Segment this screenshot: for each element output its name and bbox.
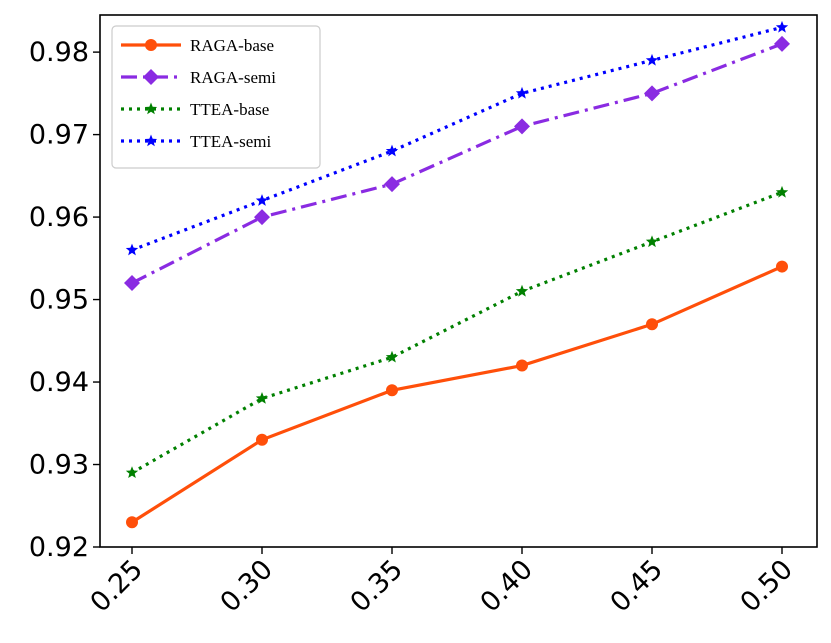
series-line-raga-base: [131, 265, 783, 524]
data-point-raga-base: [126, 516, 138, 529]
legend: RAGA-base RAGA-semi TTEA-base TTEA-semi: [111, 25, 321, 169]
data-point-ttea-base: [255, 392, 269, 404]
legend-box: [111, 25, 321, 169]
series-ttea-semi: [125, 20, 789, 256]
data-point-raga-semi: [124, 275, 140, 292]
data-point-raga-base: [776, 260, 788, 273]
legend-label: TTEA-semi: [190, 132, 271, 151]
y-tick-label: 0.97: [29, 120, 89, 151]
legend-label: RAGA-semi: [190, 68, 276, 87]
data-point-ttea-semi: [125, 243, 139, 256]
data-point-ttea-base: [385, 350, 399, 363]
y-tick-label: 0.96: [29, 202, 89, 233]
data-point-raga-base: [386, 384, 398, 397]
y-tick-label: 0.94: [29, 367, 89, 398]
data-point-ttea-semi: [775, 20, 789, 33]
data-point-ttea-base: [645, 235, 659, 248]
series-line-ttea-base: [131, 190, 783, 475]
y-tick-label: 0.92: [29, 532, 89, 563]
legend-marker: [144, 134, 158, 147]
series-raga-semi: [124, 35, 790, 292]
data-point-ttea-semi: [255, 194, 269, 206]
legend-marker: [145, 39, 157, 51]
y-tick-label: 0.95: [29, 285, 89, 316]
data-point-ttea-base: [125, 466, 139, 479]
plot-frame: [99, 14, 818, 548]
legend-marker: [144, 102, 158, 115]
y-axis: 0.92 0.93 0.94 0.95 0.96 0.97 0.98: [29, 37, 100, 563]
data-point-ttea-base: [515, 284, 529, 297]
series-raga-base: [126, 260, 788, 529]
y-tick-label: 0.93: [29, 450, 89, 481]
data-point-raga-semi: [774, 35, 790, 52]
data-point-raga-semi: [254, 209, 270, 226]
legend-entry-ttea-semi: TTEA-semi: [121, 132, 271, 151]
data-point-raga-base: [516, 359, 528, 372]
legend-entry-raga-semi: RAGA-semi: [121, 68, 276, 87]
legend-label: RAGA-base: [190, 36, 274, 55]
data-point-ttea-semi: [515, 86, 529, 99]
series-ttea-base: [125, 185, 789, 479]
legend-entry-raga-base: RAGA-base: [121, 36, 274, 55]
data-point-ttea-semi: [385, 144, 399, 157]
data-point-raga-base: [256, 433, 268, 446]
data-point-raga-semi: [384, 176, 400, 193]
legend-label: TTEA-base: [190, 100, 269, 119]
data-point-raga-semi: [514, 118, 530, 135]
series-layer: [124, 20, 790, 529]
series-line-raga-semi: [131, 42, 783, 285]
data-point-ttea-semi: [645, 53, 659, 66]
legend-entry-ttea-base: TTEA-base: [121, 100, 269, 119]
data-point-raga-semi: [644, 85, 660, 102]
series-line-ttea-semi: [131, 25, 783, 252]
data-point-raga-base: [646, 318, 658, 331]
legend-marker: [143, 69, 159, 85]
y-tick-label: 0.98: [29, 37, 89, 68]
data-point-ttea-base: [775, 185, 789, 198]
